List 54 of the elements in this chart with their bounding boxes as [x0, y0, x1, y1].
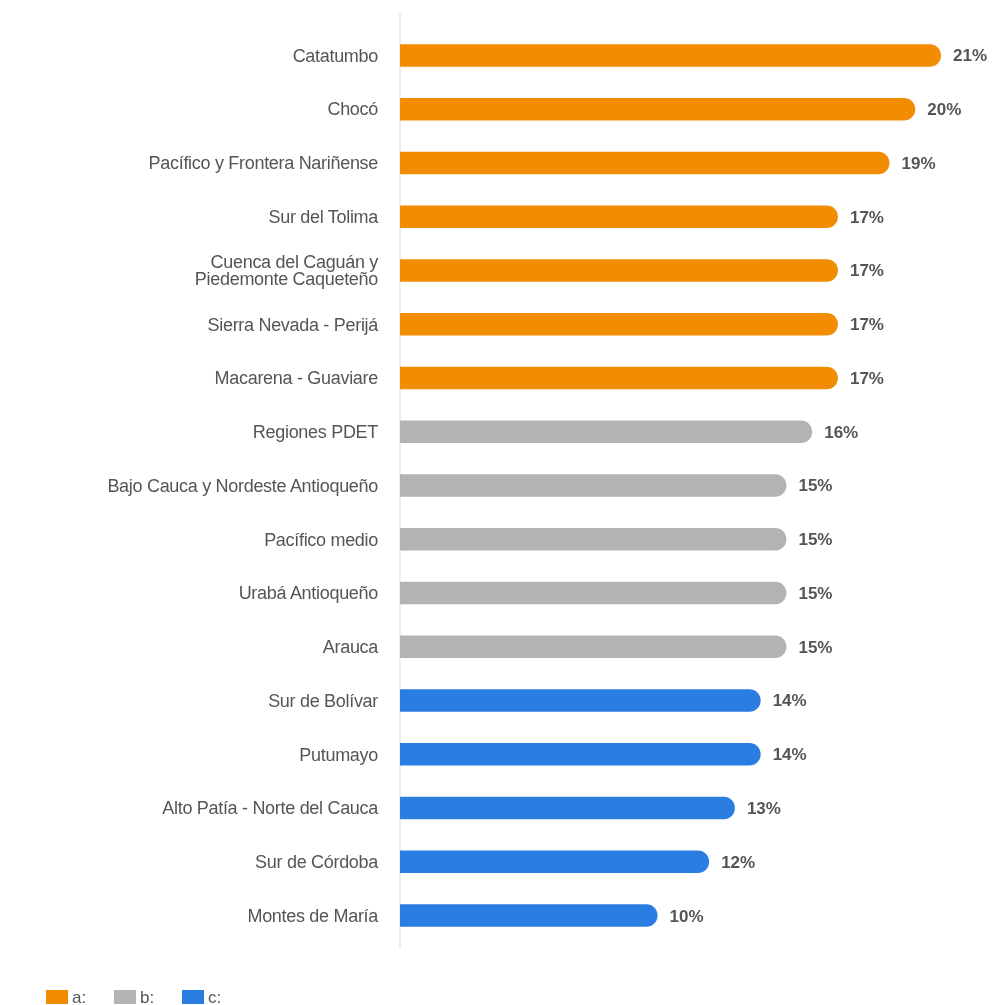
y-tick-label: Catatumbo	[292, 45, 379, 66]
bar	[400, 904, 658, 927]
bar	[400, 312, 838, 336]
bar	[400, 205, 838, 228]
y-tick-label: Cuenca del Caguán y Piedemonte Caqueteño	[194, 251, 379, 289]
data-label: 17%	[849, 368, 884, 388]
bar	[400, 474, 787, 497]
data-label: 10%	[669, 906, 704, 926]
y-tick-label: Arauca	[322, 637, 380, 658]
bar	[400, 44, 941, 67]
y-tick-label: Alto Patía - Norte del Cauca	[162, 798, 380, 819]
y-tick-label: Macarena - Guaviare	[214, 368, 379, 389]
data-label: 17%	[849, 315, 884, 335]
data-label: 17%	[849, 207, 884, 227]
bar	[400, 259, 838, 282]
y-tick-label: Sierra Nevada - Perijá	[207, 314, 380, 335]
y-tick-label: Bajo Cauca y Nordeste Antioqueño	[107, 475, 379, 496]
y-tick-label: Pacífico y Frontera Nariñense	[148, 153, 379, 174]
bar	[400, 366, 838, 390]
bar	[400, 689, 761, 712]
data-label: 15%	[798, 530, 833, 550]
data-label: 15%	[798, 637, 833, 657]
legend-label: b:	[140, 987, 155, 1005]
bar	[400, 527, 787, 551]
legend-label: a:	[72, 987, 87, 1005]
data-label: 17%	[849, 261, 884, 281]
y-tick-label: Montes de María	[247, 905, 380, 926]
y-tick-label: Putumayo	[299, 744, 379, 765]
bar	[400, 743, 761, 766]
data-label: 14%	[772, 691, 807, 711]
y-tick-label: Urabá Antioqueño	[238, 583, 379, 604]
data-label: 14%	[772, 745, 807, 765]
data-label: 21%	[953, 46, 988, 66]
y-tick-label: Chocó	[327, 99, 379, 120]
y-tick-label: Pacífico medio	[264, 529, 379, 550]
legend-label: c:	[208, 987, 222, 1005]
bar	[400, 581, 787, 605]
data-label: 16%	[824, 422, 859, 442]
y-tick-label: Sur de Córdoba	[255, 852, 380, 873]
bar	[400, 151, 890, 175]
bar	[400, 850, 710, 874]
data-label: 13%	[746, 799, 781, 819]
data-label: 19%	[901, 153, 936, 173]
bar	[400, 635, 787, 659]
y-tick-label: Regiones PDET	[252, 422, 379, 443]
y-tick-label: Sur de Bolívar	[268, 690, 379, 711]
y-tick-label: Sur del Tolima	[268, 207, 380, 227]
bar	[400, 420, 813, 444]
data-label: 12%	[721, 852, 756, 872]
bar	[400, 97, 916, 121]
data-label: 20%	[927, 100, 962, 120]
bar	[400, 796, 735, 820]
data-label: 15%	[798, 583, 833, 603]
data-label: 15%	[798, 476, 833, 496]
